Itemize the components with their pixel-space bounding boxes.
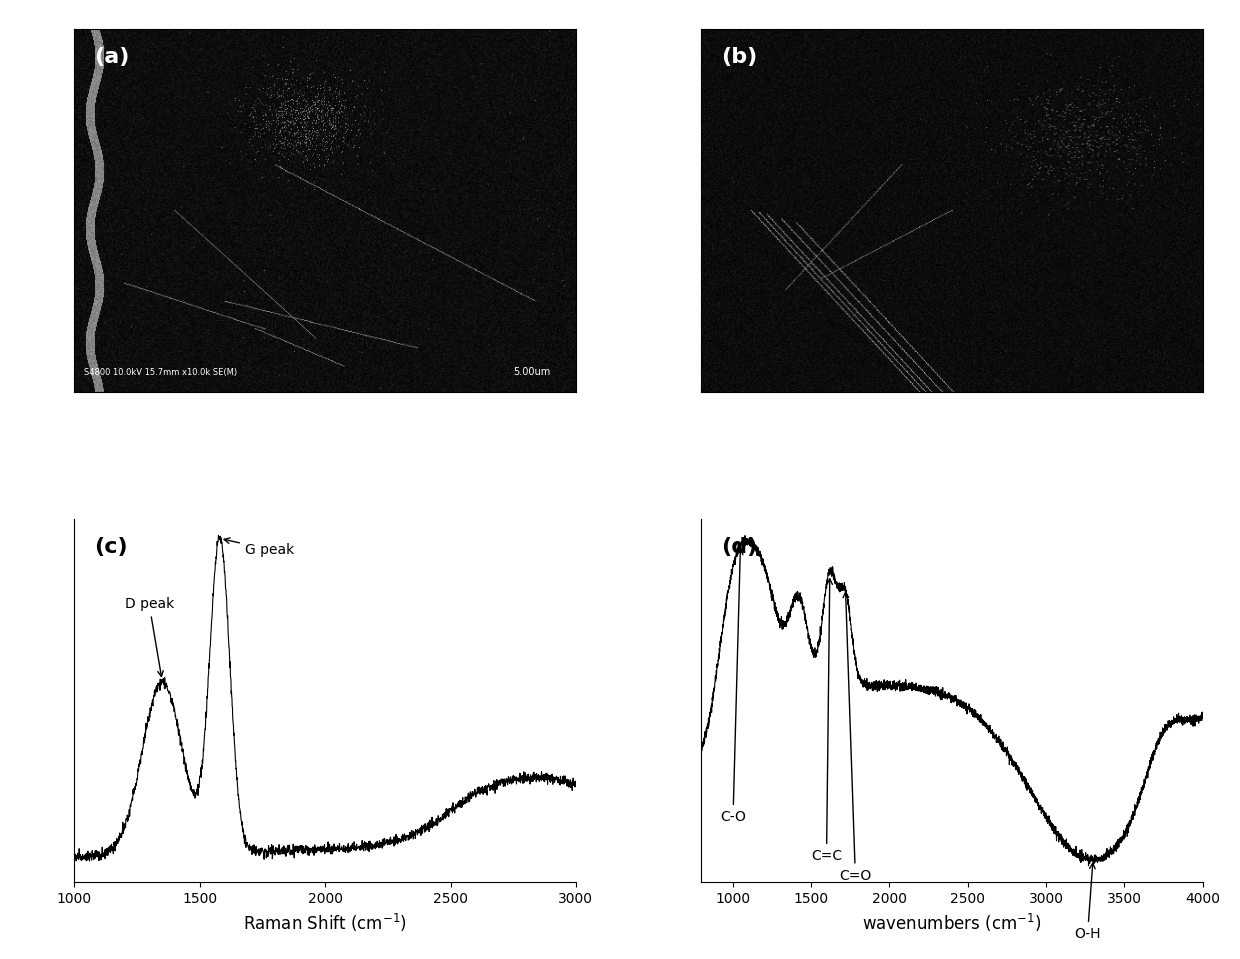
Text: 5.00um: 5.00um: [513, 367, 551, 378]
X-axis label: wavenumbers (cm$^{-1}$): wavenumbers (cm$^{-1}$): [862, 912, 1042, 934]
Text: O-H: O-H: [1074, 863, 1101, 941]
X-axis label: Raman Shift (cm$^{-1}$): Raman Shift (cm$^{-1}$): [243, 912, 407, 934]
Text: D peak: D peak: [124, 597, 174, 676]
Text: (c): (c): [94, 537, 128, 557]
Text: (d): (d): [722, 537, 758, 557]
Text: C=C: C=C: [811, 579, 842, 863]
Text: (a): (a): [94, 47, 130, 67]
Text: G peak: G peak: [224, 538, 294, 556]
Text: C-O: C-O: [720, 550, 746, 824]
Text: S4800 10.0kV 15.7mm x10.0k SE(M): S4800 10.0kV 15.7mm x10.0k SE(M): [84, 368, 238, 378]
Text: (b): (b): [722, 47, 758, 67]
Text: C=O: C=O: [839, 592, 872, 882]
